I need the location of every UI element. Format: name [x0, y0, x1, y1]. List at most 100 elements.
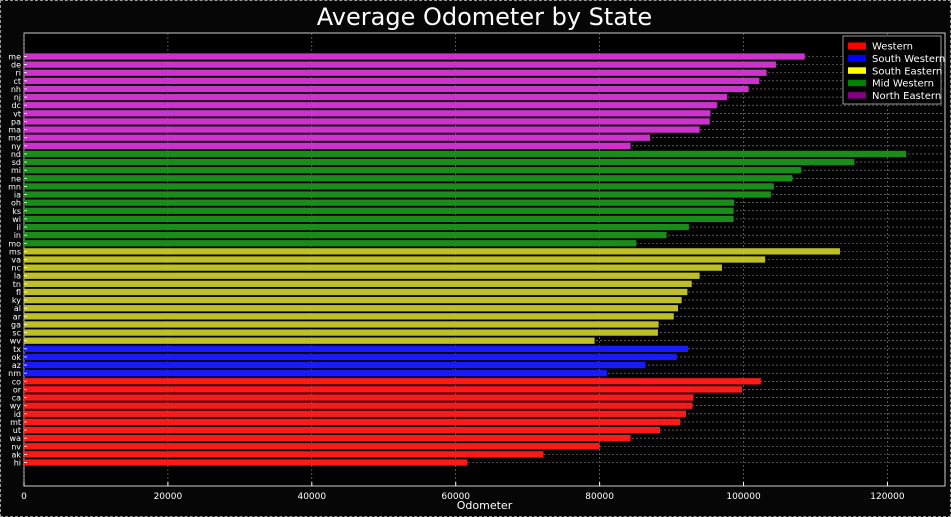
- bar-vt: [24, 110, 711, 117]
- y-tick-label: mi: [11, 166, 21, 175]
- bar-ky: [24, 296, 682, 304]
- bar-wa: [24, 434, 631, 442]
- legend-label: Mid Western: [872, 79, 934, 90]
- x-axis-ticks: 0 20000 40000 60000 80000 100000 120000: [21, 482, 905, 502]
- bar-ca: [24, 394, 694, 401]
- y-tick-label: ne: [11, 174, 21, 183]
- y-tick-label: ia: [14, 191, 21, 200]
- bar-ut: [24, 426, 661, 434]
- bar-sd: [24, 158, 855, 166]
- legend-swatch: [848, 92, 866, 99]
- bar-nd: [24, 150, 907, 158]
- y-tick-label: md: [8, 134, 21, 143]
- bar-ne: [24, 175, 793, 182]
- x-tick-label: 40000: [297, 492, 326, 502]
- bar-va: [24, 256, 766, 263]
- x-tick-label: 60000: [441, 492, 470, 502]
- y-tick-label: hi: [14, 459, 21, 468]
- y-tick-label: de: [11, 61, 21, 70]
- y-tick-label: or: [13, 385, 22, 394]
- bar-mt: [24, 418, 681, 426]
- bar-pa: [24, 118, 710, 125]
- legend-label: Western: [872, 42, 913, 53]
- legend-swatch: [848, 79, 866, 87]
- bar-ks: [24, 207, 734, 214]
- x-axis-label: Odometer: [457, 499, 513, 512]
- bar-ma: [24, 126, 700, 133]
- y-tick-label: co: [12, 377, 21, 386]
- y-tick-label: id: [14, 410, 21, 419]
- y-tick-label: pa: [11, 117, 21, 126]
- bar-co: [24, 378, 761, 385]
- x-tick-label: 0: [21, 492, 27, 502]
- bar-fl: [24, 288, 688, 296]
- x-tick-label: 120000: [870, 492, 905, 502]
- y-tick-label: va: [11, 256, 21, 265]
- bar-md: [24, 134, 650, 141]
- x-tick-label: 100000: [726, 492, 761, 502]
- bar-or: [24, 386, 743, 393]
- y-tick-label: ok: [11, 353, 21, 362]
- y-tick-label: nc: [12, 264, 21, 273]
- bar-mn: [24, 183, 774, 190]
- bar-mi: [24, 167, 802, 174]
- y-tick-label: nd: [11, 150, 21, 159]
- y-tick-label: ny: [11, 142, 21, 151]
- y-tick-label: ky: [12, 296, 21, 305]
- y-tick-label: ut: [13, 426, 21, 435]
- legend-swatch: [848, 42, 866, 49]
- y-tick-label: dc: [12, 101, 21, 110]
- bar-hi: [24, 459, 468, 466]
- bar-nj: [24, 93, 727, 101]
- y-tick-label: sd: [12, 158, 21, 167]
- bar-sc: [24, 329, 658, 336]
- bar-tn: [24, 280, 692, 288]
- y-tick-label: nh: [11, 85, 21, 94]
- y-tick-label: in: [14, 231, 21, 240]
- y-tick-label: wa: [10, 434, 22, 443]
- y-tick-label: fl: [16, 288, 21, 297]
- bars: [24, 53, 907, 466]
- bar-nm: [24, 370, 607, 377]
- y-tick-label: wy: [10, 402, 22, 411]
- bar-de: [24, 61, 776, 68]
- bar-la: [24, 272, 700, 279]
- legend-label: South Western: [872, 54, 945, 65]
- bar-az: [24, 361, 645, 369]
- bar-oh: [24, 199, 735, 206]
- bar-nc: [24, 264, 722, 271]
- y-tick-label: ks: [12, 207, 21, 216]
- bar-me: [24, 53, 805, 60]
- bar-ia: [24, 191, 771, 198]
- bar-wy: [24, 402, 693, 409]
- bar-mo: [24, 240, 637, 247]
- y-tick-label: mt: [10, 418, 21, 427]
- chart-title: Average Odometer by State: [317, 3, 652, 31]
- bar-ar: [24, 313, 674, 320]
- bar-ms: [24, 248, 840, 255]
- bar-ak: [24, 451, 544, 458]
- y-tick-label: oh: [11, 199, 21, 208]
- y-tick-label: vt: [13, 109, 21, 118]
- bar-ok: [24, 353, 677, 361]
- y-tick-label: me: [8, 53, 21, 62]
- bar-id: [24, 410, 686, 417]
- y-tick-label: nv: [11, 442, 21, 451]
- bar-ct: [24, 77, 760, 85]
- bar-dc: [24, 102, 717, 109]
- y-tick-label: al: [14, 304, 21, 313]
- y-tick-label: nj: [14, 93, 21, 102]
- y-tick-label: ak: [11, 450, 21, 459]
- y-tick-label: tx: [13, 345, 21, 354]
- y-tick-label: tn: [13, 280, 21, 289]
- bar-il: [24, 223, 689, 231]
- y-tick-label: ri: [15, 69, 21, 78]
- legend-swatch: [848, 67, 866, 74]
- bar-ny: [24, 142, 631, 149]
- bar-tx: [24, 345, 689, 352]
- y-tick-label: ga: [11, 320, 21, 329]
- bar-nv: [24, 443, 600, 450]
- bar-al: [24, 305, 679, 312]
